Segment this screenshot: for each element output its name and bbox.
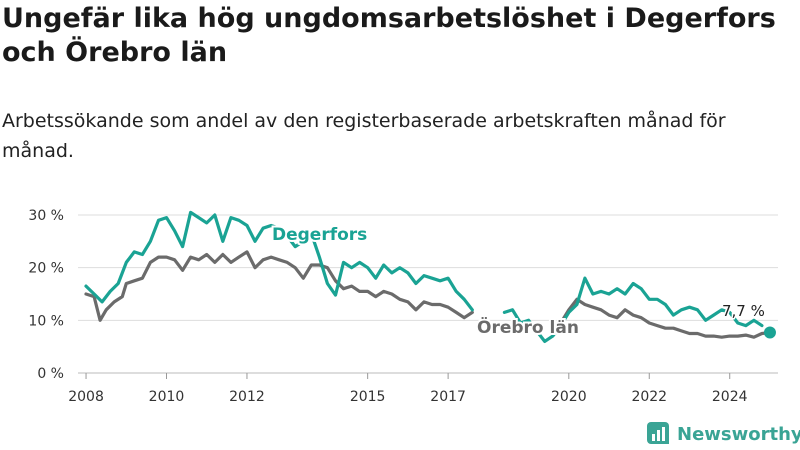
series-labels: Degerfors Örebro län 7,7 % xyxy=(270,223,766,340)
end-point-marker xyxy=(763,326,776,339)
x-tick-label: 2008 xyxy=(68,389,104,405)
series-line-orebro xyxy=(84,250,772,339)
series-lines xyxy=(84,210,776,343)
series-line-degerfors xyxy=(84,210,764,343)
x-axis-ticks: 2008 2010 2012 2015 2017 2020 2022 2024 xyxy=(68,373,748,405)
series-label-orebro: Örebro län xyxy=(477,316,579,338)
newsworthy-logo: Newsworthy xyxy=(646,420,800,448)
chart-title: Ungefär lika hög ungdomsarbetslöshet i D… xyxy=(2,3,776,68)
y-tick-label: 20 % xyxy=(28,261,64,277)
newsworthy-logo-icon xyxy=(647,422,669,444)
y-tick-label: 0 % xyxy=(37,366,64,382)
y-axis-tick-labels: 0 % 10 % 20 % 30 % xyxy=(28,208,64,382)
line-chart: 0 % 10 % 20 % 30 % 2008 2010 2012 2015 2017 2020… xyxy=(28,208,778,405)
y-tick-label: 30 % xyxy=(28,208,64,224)
x-tick-label: 2015 xyxy=(350,389,386,405)
chart-subtitle: Arbetssökande som andel av den registerb… xyxy=(2,110,726,162)
brand-name: Newsworthy xyxy=(677,423,800,445)
y-tick-label: 10 % xyxy=(28,313,64,329)
x-tick-label: 2017 xyxy=(430,389,466,405)
end-value-label: 7,7 % xyxy=(722,302,765,320)
x-tick-label: 2022 xyxy=(631,389,667,405)
x-tick-label: 2010 xyxy=(149,389,185,405)
x-tick-label: 2020 xyxy=(551,389,587,405)
x-tick-label: 2012 xyxy=(229,389,265,405)
series-label-degerfors: Degerfors xyxy=(272,225,367,245)
x-tick-label: 2024 xyxy=(712,389,748,405)
